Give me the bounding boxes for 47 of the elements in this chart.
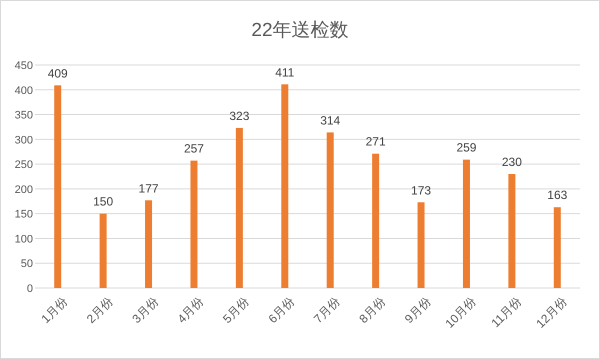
bar [326, 132, 334, 288]
bar [281, 84, 288, 288]
data-label: 163 [547, 188, 568, 202]
data-label: 173 [411, 183, 432, 198]
y-tick-label: 400 [14, 84, 33, 97]
x-tick-label: 7月份 [310, 294, 343, 326]
data-label: 150 [93, 194, 114, 209]
chart-title: 22年送检数 [251, 20, 349, 41]
data-label: 314 [320, 113, 341, 128]
bar [462, 160, 470, 288]
bar [100, 214, 107, 288]
data-label: 323 [229, 108, 250, 123]
y-tick-label: 250 [14, 159, 33, 172]
x-tick-label: 11月份 [488, 294, 524, 330]
data-label: 411 [275, 65, 295, 80]
x-tick-label: 12月份 [533, 294, 570, 331]
y-tick-label: 300 [14, 134, 33, 146]
data-label: 259 [456, 140, 477, 155]
data-label: 409 [48, 66, 68, 80]
x-tick-label: 3月份 [129, 294, 161, 326]
x-tick-label: 8月份 [356, 294, 388, 326]
data-label: 271 [366, 134, 386, 149]
bar [372, 154, 380, 288]
y-tick-label: 150 [14, 208, 33, 221]
x-tick-label: 4月份 [174, 294, 206, 326]
bar [190, 160, 198, 288]
bar [508, 174, 516, 288]
bar [554, 207, 561, 288]
bar [418, 202, 425, 288]
x-tick-label: 10月份 [442, 294, 479, 331]
x-tick-label: 2月份 [84, 294, 116, 326]
x-tick-label: 6月份 [266, 294, 298, 326]
y-tick-label: 50 [20, 258, 33, 270]
x-tick-label: 1月份 [38, 294, 70, 326]
y-tick-label: 100 [14, 233, 33, 246]
x-tick-label: 5月份 [220, 294, 252, 326]
data-label: 257 [184, 142, 204, 156]
data-label: 230 [502, 155, 522, 170]
y-tick-label: 0 [26, 283, 33, 295]
bar [54, 85, 62, 288]
x-tick-label: 9月份 [402, 294, 434, 326]
bar [236, 128, 243, 288]
y-tick-label: 200 [14, 184, 33, 196]
data-label: 177 [138, 181, 159, 196]
bar [145, 200, 152, 288]
y-tick-label: 450 [14, 60, 33, 72]
y-tick-label: 350 [14, 110, 33, 122]
